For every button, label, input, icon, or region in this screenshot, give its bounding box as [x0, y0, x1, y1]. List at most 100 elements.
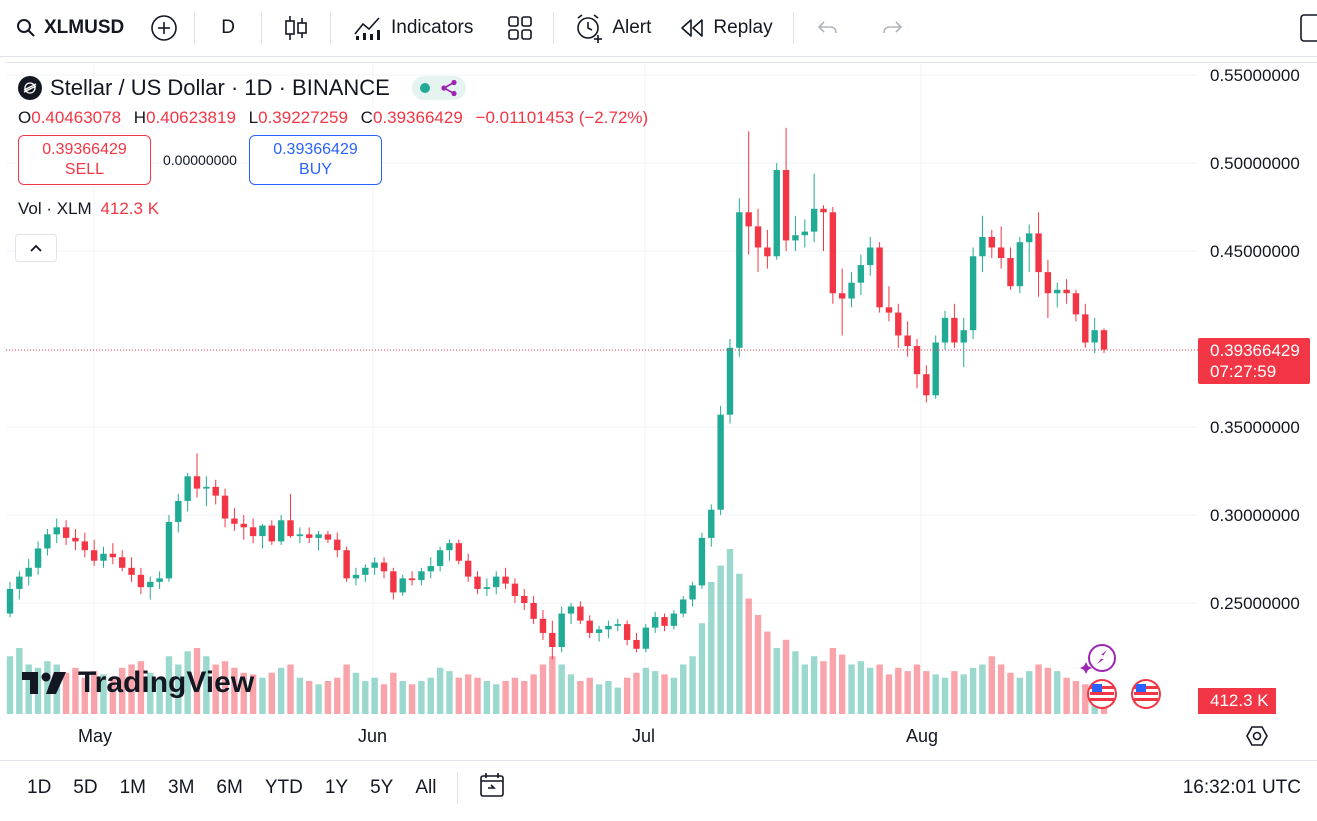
volume-bar — [464, 674, 472, 714]
grid-icon — [508, 16, 533, 40]
range-all[interactable]: All — [415, 776, 437, 798]
close-key: C — [360, 108, 373, 127]
replay-button[interactable]: Replay — [667, 0, 792, 57]
volume-bar — [717, 565, 724, 714]
candle — [156, 571, 163, 589]
volume-bar — [979, 664, 986, 714]
range-3m[interactable]: 3M — [168, 776, 195, 798]
stellar-logo-icon — [18, 76, 42, 100]
price-chart[interactable]: 0.55000000 0.50000000 0.45000000 0.35000000… — [0, 62, 1317, 760]
candle — [119, 550, 126, 572]
candle-body — [782, 170, 790, 241]
volume-bar — [100, 674, 107, 714]
buy-button[interactable]: 0.39366429 BUY — [248, 135, 382, 185]
candle — [642, 624, 650, 653]
market-status-pill[interactable] — [411, 76, 466, 100]
volume-bar — [586, 677, 593, 714]
sell-price: 0.39366429 — [42, 141, 127, 158]
candle — [577, 601, 584, 625]
candle — [605, 620, 612, 639]
candle — [969, 247, 977, 339]
tradingview-logo[interactable]: TradingView — [22, 666, 254, 700]
interval-button[interactable]: D — [195, 0, 261, 57]
chart-type-button[interactable] — [262, 0, 330, 57]
utc-clock[interactable]: 16:32:01 UTC — [1182, 776, 1301, 798]
candle — [651, 611, 659, 633]
sell-button[interactable]: 0.39366429 SELL — [18, 135, 151, 185]
candle-body — [137, 574, 145, 588]
chart-settings-button[interactable] — [1245, 724, 1269, 753]
candle-body — [156, 578, 163, 582]
candle-body — [549, 632, 556, 647]
volume-bar — [231, 667, 238, 714]
candle-body — [268, 525, 276, 542]
volume-label: Vol · XLM — [18, 199, 92, 218]
volume-bar — [792, 651, 799, 714]
volume-bar — [1025, 671, 1033, 714]
volume-bar — [502, 681, 509, 714]
candle-body — [474, 576, 481, 589]
toolbar-divider — [194, 12, 196, 44]
candle — [268, 520, 276, 545]
price-axis-tick: 0.30000000 — [1210, 506, 1300, 525]
layout-button[interactable] — [487, 0, 553, 57]
candle-body — [717, 414, 724, 510]
replay-label: Replay — [713, 17, 773, 38]
range-1d[interactable]: 1D — [27, 776, 52, 798]
alert-button[interactable]: Alert — [554, 0, 667, 57]
candle-body — [249, 527, 257, 537]
candle-body — [427, 566, 434, 572]
fullscreen-button[interactable] — [1300, 0, 1317, 57]
range-1y[interactable]: 1Y — [324, 776, 349, 798]
undo-button[interactable] — [794, 0, 860, 57]
volume-bar — [72, 667, 79, 714]
candle — [764, 229, 771, 269]
candle — [436, 546, 444, 572]
range-6m[interactable]: 6M — [216, 776, 243, 798]
search-icon — [17, 19, 35, 37]
range-ytd[interactable]: YTD — [264, 776, 303, 798]
sell-label: SELL — [64, 161, 105, 178]
volume-bar — [324, 681, 332, 714]
range-5y[interactable]: 5Y — [370, 776, 394, 798]
candle-body — [838, 293, 846, 299]
volume-bar — [689, 656, 696, 714]
candle-body — [502, 576, 509, 584]
volume-bar — [474, 677, 481, 714]
volume-bar — [558, 664, 565, 714]
candle — [287, 493, 294, 538]
volume-bar — [511, 677, 519, 714]
chart-frame — [6, 62, 1317, 814]
volume-bar — [343, 664, 350, 714]
volume-bar — [483, 681, 491, 714]
indicators-button[interactable]: Indicators — [331, 0, 487, 57]
candle-body — [81, 541, 89, 551]
volume-bar — [156, 677, 163, 714]
ai-sparkle-icon — [1080, 644, 1116, 674]
candle-body — [1025, 233, 1033, 243]
candle-body — [736, 212, 743, 348]
candle-body — [324, 534, 332, 540]
candle-body — [670, 613, 678, 626]
candle — [1016, 236, 1024, 294]
candle — [623, 620, 631, 646]
compare-button[interactable] — [134, 0, 194, 57]
range-5d[interactable]: 5D — [73, 776, 98, 798]
candle — [558, 606, 565, 653]
goto-date-button[interactable] — [468, 771, 516, 804]
symbol-search[interactable]: XLMUSD — [0, 0, 134, 57]
high-value: 0.40623819 — [146, 108, 236, 127]
candle-body — [16, 576, 23, 589]
volume-bar — [175, 664, 182, 714]
volume-bar — [539, 664, 547, 714]
events-markers[interactable] — [1080, 642, 1170, 712]
redo-button[interactable] — [860, 0, 926, 57]
volume-bar — [1054, 671, 1061, 714]
range-1m[interactable]: 1M — [119, 776, 146, 798]
candle-body — [623, 624, 631, 640]
candle — [1063, 279, 1070, 304]
candle — [810, 173, 818, 243]
collapse-legend-button[interactable] — [15, 234, 57, 262]
candle-body — [792, 235, 799, 241]
candle-body — [6, 588, 14, 614]
